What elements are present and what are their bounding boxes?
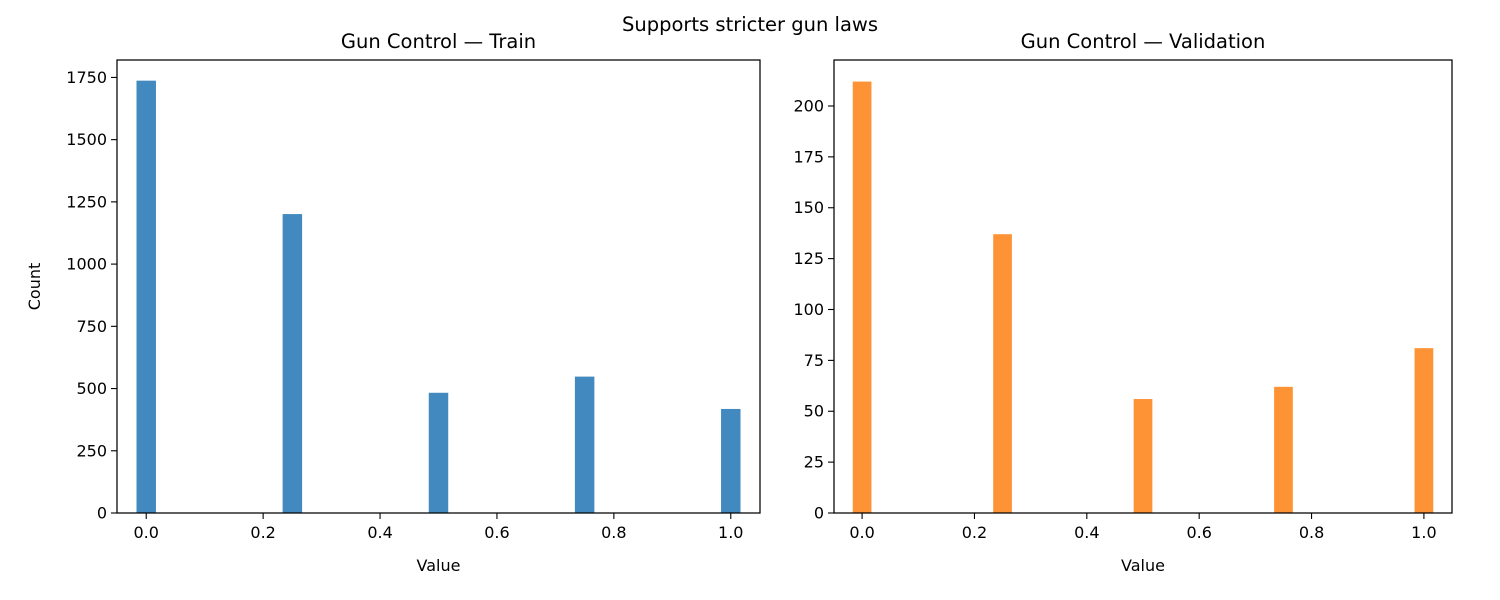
- chart-2-x-tick-label: 0.4: [1074, 523, 1099, 542]
- chart-2-bar: [1274, 386, 1293, 513]
- chart-2-bar: [993, 234, 1012, 513]
- chart-2-y-tick-label: 125: [793, 249, 824, 268]
- chart-2-y-tick-label: 25: [804, 453, 824, 472]
- chart-1-y-tick-label: 1750: [66, 68, 107, 87]
- chart-2-y-tick-label: 150: [793, 198, 824, 217]
- chart-1-y-tick-label: 750: [76, 317, 107, 336]
- chart-2-axes-frame: [833, 59, 1453, 514]
- chart-2-y-tick-label: 75: [804, 351, 824, 370]
- chart-2-bar: [852, 81, 872, 514]
- chart-2-y-tick-label: 100: [793, 300, 824, 319]
- chart-1-x-tick-label: 0.2: [250, 523, 275, 542]
- chart-1-y-axis-label: Count: [25, 263, 44, 311]
- chart-1-x-tick-label: 1.0: [718, 523, 743, 542]
- chart-1-bar: [574, 376, 595, 513]
- chart-1-x-tick-label: 0.6: [484, 523, 509, 542]
- chart-1-y-tick-label: 1250: [66, 192, 107, 211]
- chart-2-y-tick-label: 175: [793, 147, 824, 166]
- chart-1-y-tick-label: 1500: [66, 130, 107, 149]
- chart-2-x-axis-label: Value: [1121, 556, 1165, 575]
- chart-1-title: Gun Control — Train: [341, 30, 536, 53]
- chart-1-bar: [282, 214, 303, 514]
- chart-1-bar: [721, 408, 741, 513]
- chart-2-x-tick-label: 0.6: [1186, 523, 1211, 542]
- chart-2-y-tick-label: 200: [793, 96, 824, 115]
- chart-1-bar: [136, 80, 156, 514]
- chart-1-axes-frame: [116, 59, 761, 514]
- chart-2-y-tick-label: 50: [804, 402, 824, 421]
- chart-1-y-tick-label: 500: [76, 379, 107, 398]
- chart-2-bar: [1133, 399, 1153, 513]
- chart-1-x-tick-label: 0.4: [367, 523, 392, 542]
- chart-2-y-tick-label: 0: [814, 504, 824, 523]
- chart-2-x-tick-label: 0.2: [962, 523, 987, 542]
- chart-1-x-axis-label: Value: [417, 556, 461, 575]
- chart-2-x-tick-label: 0.0: [849, 523, 874, 542]
- chart-1-y-tick-label: 250: [76, 441, 107, 460]
- figure-suptitle: Supports stricter gun laws: [622, 13, 878, 36]
- chart-1-y-tick-label: 1000: [66, 255, 107, 274]
- chart-1-y-tick-label: 0: [97, 504, 107, 523]
- chart-1-bar: [428, 392, 449, 513]
- chart-2-bar: [1414, 348, 1434, 513]
- chart-2-title: Gun Control — Validation: [1021, 30, 1266, 53]
- chart-1-x-tick-label: 0.0: [134, 523, 159, 542]
- chart-2-x-tick-label: 0.8: [1299, 523, 1324, 542]
- chart-2-x-tick-label: 1.0: [1411, 523, 1436, 542]
- chart-1-x-tick-label: 0.8: [601, 523, 626, 542]
